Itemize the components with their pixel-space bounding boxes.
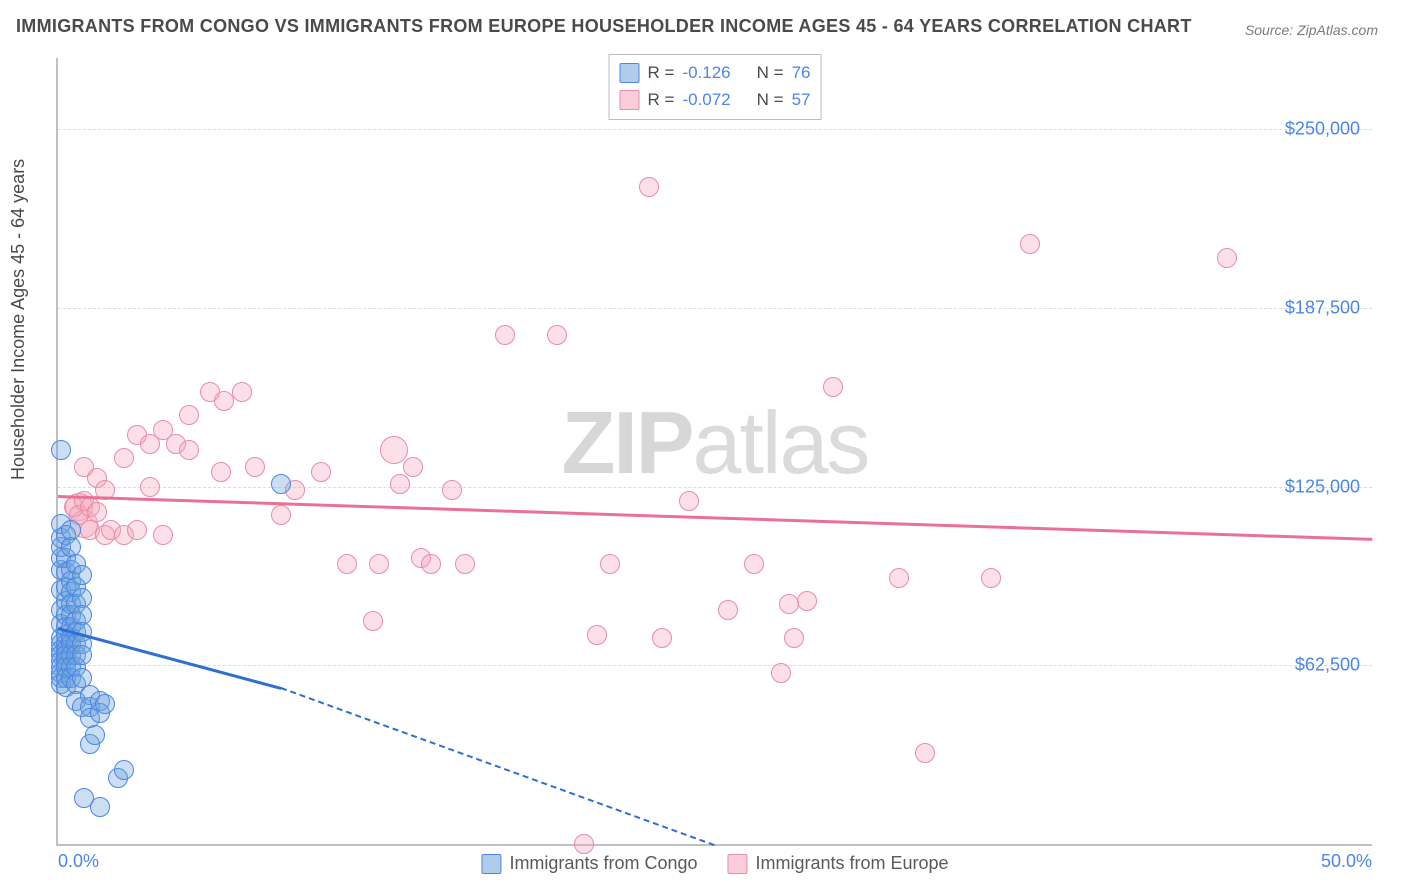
- data-point: [211, 462, 231, 482]
- data-point: [363, 611, 383, 631]
- regression-line: [281, 687, 715, 846]
- gridline: [58, 129, 1372, 130]
- y-tick-label: $187,500: [1285, 298, 1360, 319]
- data-point: [369, 554, 389, 574]
- swatch-pink: [620, 90, 640, 110]
- data-point: [547, 325, 567, 345]
- legend-item-europe: Immigrants from Europe: [728, 853, 949, 874]
- chart-container: IMMIGRANTS FROM CONGO VS IMMIGRANTS FROM…: [0, 0, 1406, 892]
- watermark-rest: atlas: [693, 393, 869, 492]
- data-point: [232, 382, 252, 402]
- data-point: [455, 554, 475, 574]
- legend-label-congo: Immigrants from Congo: [509, 853, 697, 874]
- data-point: [214, 391, 234, 411]
- legend-item-congo: Immigrants from Congo: [481, 853, 697, 874]
- data-point: [1217, 248, 1237, 268]
- data-point: [95, 694, 115, 714]
- data-point: [245, 457, 265, 477]
- chart-title: IMMIGRANTS FROM CONGO VS IMMIGRANTS FROM…: [16, 16, 1192, 37]
- data-point: [652, 628, 672, 648]
- data-point: [390, 474, 410, 494]
- data-point: [271, 474, 291, 494]
- data-point: [337, 554, 357, 574]
- data-point: [85, 725, 105, 745]
- data-point: [72, 565, 92, 585]
- data-point: [784, 628, 804, 648]
- n-value-pink: 57: [792, 86, 811, 113]
- swatch-blue-icon: [481, 854, 501, 874]
- r-label: R =: [648, 59, 675, 86]
- swatch-pink-icon: [728, 854, 748, 874]
- data-point: [153, 525, 173, 545]
- data-point: [127, 520, 147, 540]
- gridline: [58, 665, 1372, 666]
- swatch-blue: [620, 63, 640, 83]
- data-point: [915, 743, 935, 763]
- source-attribution: Source: ZipAtlas.com: [1245, 22, 1378, 38]
- source-value: ZipAtlas.com: [1297, 22, 1378, 38]
- data-point: [600, 554, 620, 574]
- y-tick-label: $62,500: [1295, 655, 1360, 676]
- data-point: [639, 177, 659, 197]
- data-point: [495, 325, 515, 345]
- watermark-bold: ZIP: [562, 393, 693, 492]
- y-tick-label: $250,000: [1285, 119, 1360, 140]
- legend-row-blue: R = -0.126 N = 76: [620, 59, 811, 86]
- data-point: [574, 834, 594, 854]
- data-point: [271, 505, 291, 525]
- r-label: R =: [648, 86, 675, 113]
- watermark: ZIPatlas: [562, 392, 869, 494]
- gridline: [58, 487, 1372, 488]
- gridline: [58, 308, 1372, 309]
- data-point: [311, 462, 331, 482]
- data-point: [403, 457, 423, 477]
- data-point: [981, 568, 1001, 588]
- data-point: [779, 594, 799, 614]
- data-point: [51, 440, 71, 460]
- r-value-pink: -0.072: [682, 86, 730, 113]
- n-label: N =: [757, 86, 784, 113]
- data-point: [61, 520, 81, 540]
- data-point: [114, 448, 134, 468]
- data-point: [771, 663, 791, 683]
- data-point: [889, 568, 909, 588]
- data-point: [718, 600, 738, 620]
- legend-label-europe: Immigrants from Europe: [756, 853, 949, 874]
- n-label: N =: [757, 59, 784, 86]
- data-point: [179, 405, 199, 425]
- data-point: [587, 625, 607, 645]
- data-point: [744, 554, 764, 574]
- y-axis-label: Householder Income Ages 45 - 64 years: [8, 159, 29, 480]
- x-tick-min: 0.0%: [58, 851, 99, 872]
- data-point: [140, 477, 160, 497]
- source-label: Source:: [1245, 22, 1293, 38]
- x-tick-max: 50.0%: [1321, 851, 1372, 872]
- plot-area: ZIPatlas R = -0.126 N = 76 R = -0.072 N …: [56, 58, 1372, 846]
- data-point: [114, 760, 134, 780]
- r-value-blue: -0.126: [682, 59, 730, 86]
- n-value-blue: 76: [792, 59, 811, 86]
- data-point: [823, 377, 843, 397]
- data-point: [90, 797, 110, 817]
- data-point: [797, 591, 817, 611]
- y-tick-label: $125,000: [1285, 476, 1360, 497]
- data-point: [179, 440, 199, 460]
- data-point: [679, 491, 699, 511]
- regression-line: [58, 495, 1372, 541]
- series-legend: Immigrants from Congo Immigrants from Eu…: [481, 853, 948, 874]
- correlation-legend: R = -0.126 N = 76 R = -0.072 N = 57: [609, 54, 822, 120]
- data-point: [442, 480, 462, 500]
- legend-row-pink: R = -0.072 N = 57: [620, 86, 811, 113]
- data-point: [1020, 234, 1040, 254]
- data-point: [421, 554, 441, 574]
- data-point: [87, 502, 107, 522]
- data-point: [72, 645, 92, 665]
